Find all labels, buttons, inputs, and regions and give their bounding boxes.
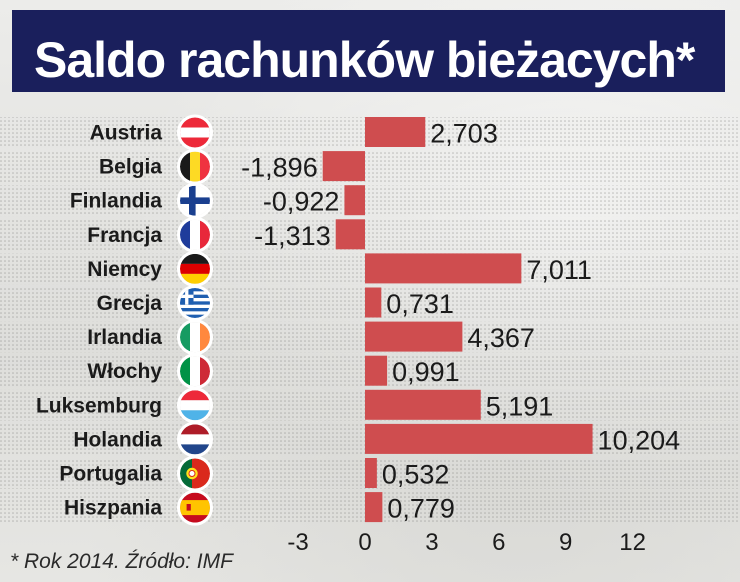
- ireland-flag-icon: [180, 322, 210, 353]
- value-label: 10,204: [598, 425, 681, 455]
- value-label: -1,896: [241, 153, 318, 183]
- value-label: 0,779: [387, 494, 455, 524]
- value-label: 7,011: [526, 255, 592, 285]
- category-label: Francja: [87, 224, 162, 247]
- x-tick-label: 0: [358, 529, 371, 556]
- x-tick-label: 6: [492, 529, 505, 556]
- spain-flag-icon: [180, 492, 210, 523]
- netherlands-flag-icon: [180, 424, 210, 455]
- category-label: Niemcy: [87, 258, 162, 281]
- x-tick-label: -3: [287, 529, 308, 556]
- category-label: Austria: [90, 122, 163, 145]
- value-label: 4,367: [467, 323, 535, 353]
- value-label: -0,922: [263, 187, 340, 217]
- france-flag-icon: [180, 219, 210, 250]
- value-label: -1,313: [254, 221, 331, 251]
- belgium-flag-icon: [180, 151, 210, 182]
- value-label: 0,532: [382, 460, 450, 490]
- flag-ring: [177, 489, 213, 526]
- value-label: 0,991: [392, 357, 460, 387]
- title-banner: Saldo rachunków bieżacych*: [12, 10, 725, 92]
- category-label: Hiszpania: [64, 497, 162, 520]
- category-label: Portugalia: [59, 463, 162, 486]
- chart-title: Saldo rachunków bieżacych*: [34, 32, 695, 88]
- greece-flag-icon: [180, 288, 210, 318]
- category-label: Belgia: [99, 156, 162, 179]
- austria-flag-icon: [180, 117, 210, 148]
- category-label: Grecja: [97, 292, 163, 315]
- category-label: Irlandia: [87, 326, 162, 349]
- footnote: * Rok 2014. Źródło: IMF: [10, 550, 233, 573]
- row-band: [0, 185, 740, 217]
- bar-holandia: [365, 423, 593, 454]
- row-band: [0, 219, 740, 251]
- bar-francja: [335, 219, 365, 250]
- row-band: [0, 151, 740, 183]
- value-label: 0,731: [386, 289, 454, 319]
- portugal-flag-icon: [180, 458, 210, 489]
- bar-portugalia: [365, 458, 377, 488]
- x-tick-label: 9: [559, 529, 572, 556]
- bar-niemcy: [365, 253, 522, 284]
- bar-austria: [365, 117, 426, 147]
- luxembourg-flag-icon: [180, 390, 210, 421]
- bar-finlandia: [344, 185, 365, 216]
- value-label: 5,191: [486, 391, 554, 421]
- germany-flag-icon: [180, 253, 210, 284]
- category-label: Włochy: [87, 360, 162, 383]
- category-label: Holandia: [73, 428, 162, 451]
- bar-belgia: [322, 151, 365, 182]
- x-tick-label: 12: [619, 529, 646, 556]
- category-label: Finlandia: [70, 190, 162, 213]
- x-tick-label: 3: [425, 529, 438, 556]
- bar-grecja: [365, 287, 382, 318]
- category-label: Luksemburg: [36, 394, 162, 417]
- bar-włochy: [365, 355, 388, 386]
- bar-luksemburg: [365, 389, 481, 420]
- bar-hiszpania: [365, 492, 383, 523]
- value-label: 2,703: [430, 119, 498, 149]
- bar-irlandia: [365, 321, 463, 352]
- finland-flag-icon: [180, 185, 210, 216]
- italy-flag-icon: [180, 356, 210, 387]
